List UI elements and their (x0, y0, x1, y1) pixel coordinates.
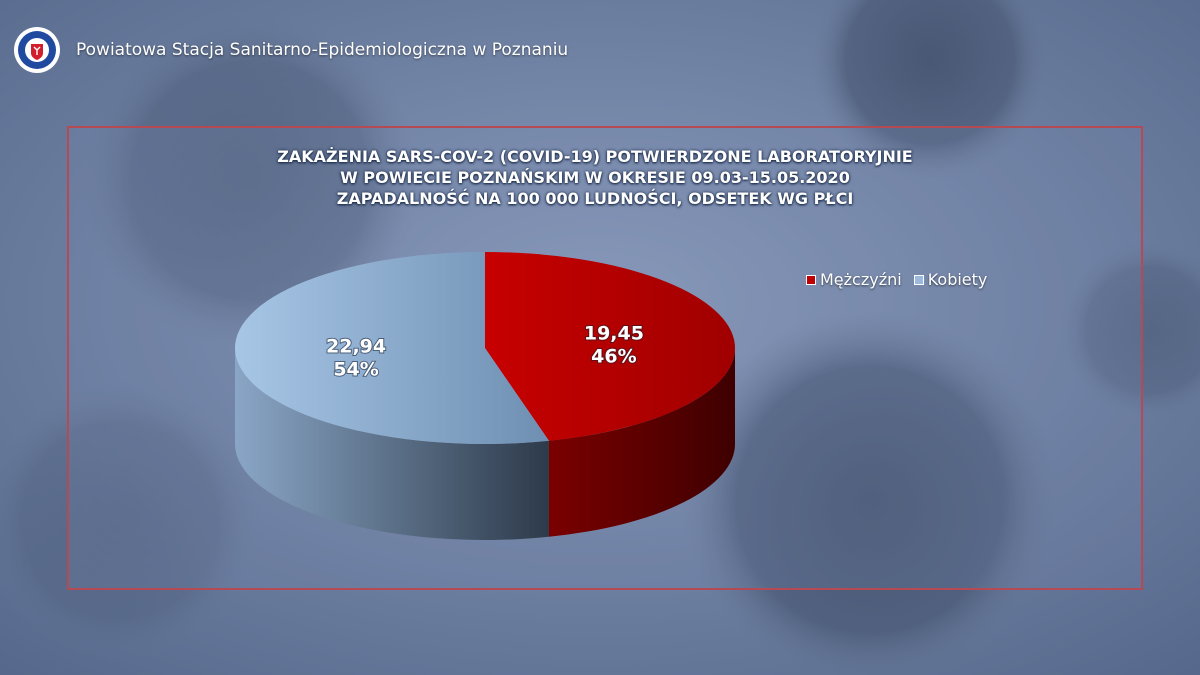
chart-title-line: W POWIECIE POZNAŃSKIM W OKRESIE 09.03-15… (340, 168, 850, 187)
slice-women (235, 252, 549, 444)
legend-item-men: Mężczyźni (806, 270, 902, 289)
slice-women-value-label: 22,94 (326, 335, 386, 357)
slice-men (485, 252, 736, 441)
legend-swatch-men (806, 274, 816, 285)
slice-men-side (548, 348, 735, 537)
chart-title: ZAKAŻENIA SARS-COV-2 (COVID-19) POTWIERD… (100, 146, 1090, 209)
legend-label-men: Mężczyźni (820, 270, 902, 289)
slice-men-percent-label: 46% (591, 346, 636, 368)
legend-label-women: Kobiety (927, 270, 988, 289)
slice-men-value-label: 19,45 (584, 323, 644, 345)
chart-title-line: ZAPADALNOŚĆ NA 100 000 LUDNOŚCI, ODSETEK… (336, 189, 854, 208)
slice-women-side (235, 348, 549, 541)
slice-women-percent-label: 54% (333, 358, 378, 380)
chart-title-line: ZAKAŻENIA SARS-COV-2 (COVID-19) POTWIERD… (277, 147, 913, 166)
legend-item-women: Kobiety (913, 270, 988, 289)
legend-swatch-women (913, 274, 924, 285)
header: Powiatowa Stacja Sanitarno-Epidemiologic… (14, 27, 569, 73)
sanepid-seal-icon (14, 27, 60, 73)
organization-name: Powiatowa Stacja Sanitarno-Epidemiologic… (76, 40, 569, 60)
legend: Mężczyźni Kobiety (806, 270, 999, 289)
